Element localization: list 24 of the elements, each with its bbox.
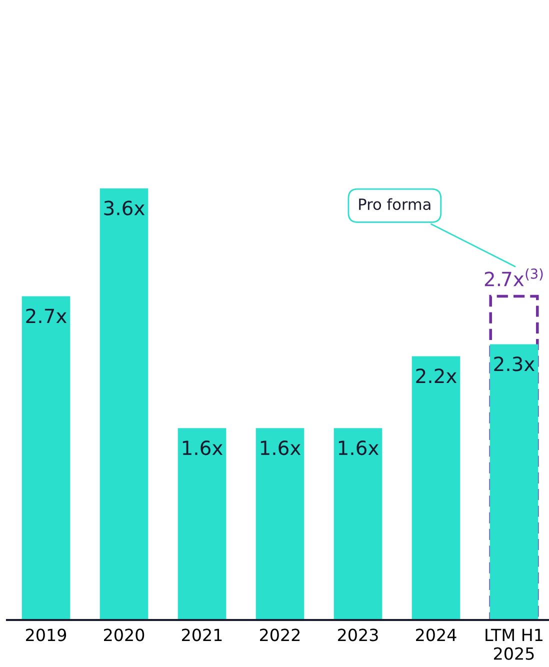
x-tick-label: LTM H1 2025 xyxy=(486,628,542,660)
data-label: 2.3x xyxy=(494,356,535,372)
data-label: 2.7x xyxy=(26,308,67,324)
x-tick-label: 2023 xyxy=(338,628,378,642)
data-label: 3.6x xyxy=(104,200,145,216)
bar xyxy=(490,344,538,620)
x-tick-label: 2020 xyxy=(104,628,144,642)
data-label: 1.6x xyxy=(182,440,223,456)
data-label: 2.2x xyxy=(416,368,457,383)
annotation: Pro forma xyxy=(359,198,430,210)
bar xyxy=(256,428,304,620)
bar xyxy=(100,188,148,620)
data-label: 1.6x xyxy=(338,440,379,456)
x-tick-label: 2022 xyxy=(260,628,300,642)
x-tick-label: 2024 xyxy=(416,628,456,642)
bar xyxy=(489,294,539,620)
bar xyxy=(178,428,226,620)
data-label: 2.7x$^{(3)}$ xyxy=(484,268,543,286)
bar xyxy=(334,428,382,620)
bar xyxy=(22,296,70,620)
x-tick-label: 2019 xyxy=(26,628,66,642)
bar xyxy=(412,356,460,620)
data-label: 1.6x xyxy=(260,440,301,456)
x-tick-label: 2021 xyxy=(182,628,222,642)
